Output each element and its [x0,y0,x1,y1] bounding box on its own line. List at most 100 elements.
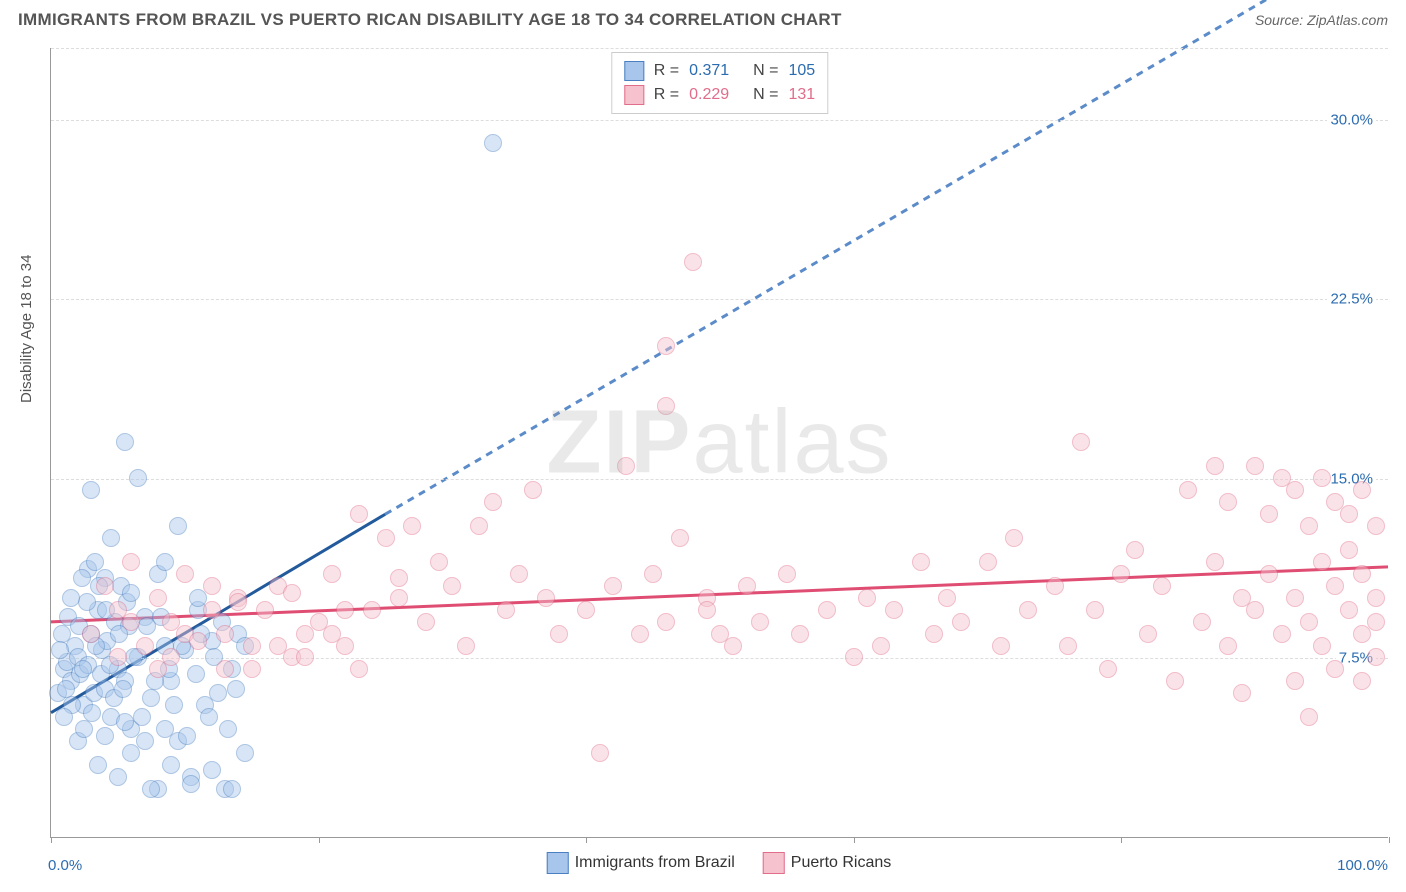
data-point [1086,601,1104,619]
data-point [169,517,187,535]
data-point [1367,517,1385,535]
data-point [1300,613,1318,631]
data-point [1206,553,1224,571]
data-point [657,397,675,415]
data-point [236,744,254,762]
data-point [390,589,408,607]
data-point [133,708,151,726]
data-point [912,553,930,571]
data-point [350,660,368,678]
data-point [122,584,140,602]
data-point [1340,541,1358,559]
data-point [122,613,140,631]
data-point [778,565,796,583]
data-point [156,553,174,571]
data-point [162,648,180,666]
source-attribution: Source: ZipAtlas.com [1255,12,1388,28]
data-point [671,529,689,547]
x-axis-label-right: 100.0% [1337,857,1388,874]
data-point [96,577,114,595]
data-point [430,553,448,571]
data-point [1072,433,1090,451]
data-point [83,704,101,722]
data-point [55,708,73,726]
data-point [1286,672,1304,690]
data-point [377,529,395,547]
data-point [604,577,622,595]
data-point [1286,481,1304,499]
series-legend-item: Puerto Ricans [763,852,892,874]
data-point [1313,469,1331,487]
x-axis-label-left: 0.0% [48,857,82,874]
data-point [1313,637,1331,655]
correlation-scatter-chart: ZIPatlas R =0.371N =105R =0.229N =131 7.… [50,48,1388,838]
data-point [1179,481,1197,499]
data-point [1286,589,1304,607]
data-point [216,660,234,678]
data-point [457,637,475,655]
data-point [1219,637,1237,655]
data-point [1300,517,1318,535]
gridline [51,658,1388,659]
data-point [1233,684,1251,702]
gridline [51,48,1388,49]
r-label: R = [654,83,679,107]
r-value: 0.229 [689,83,743,107]
legend-swatch [624,85,644,105]
data-point [1353,481,1371,499]
data-point [818,601,836,619]
data-point [510,565,528,583]
y-tick-label: 30.0% [1327,111,1376,128]
data-point [1367,648,1385,666]
data-point [75,720,93,738]
data-point [1193,613,1211,631]
data-point [1273,625,1291,643]
data-point [323,565,341,583]
data-point [1126,541,1144,559]
data-point [1353,565,1371,583]
data-point [724,637,742,655]
data-point [203,601,221,619]
series-label: Puerto Ricans [791,854,892,871]
data-point [1046,577,1064,595]
series-legend: Immigrants from BrazilPuerto Ricans [547,852,892,874]
data-point [390,569,408,587]
data-point [109,648,127,666]
data-point [223,780,241,798]
data-point [114,680,132,698]
data-point [62,589,80,607]
data-point [57,680,75,698]
trend-lines [51,48,1388,837]
data-point [51,641,69,659]
data-point [89,756,107,774]
stats-legend: R =0.371N =105R =0.229N =131 [611,52,828,114]
n-value: 131 [788,83,815,107]
data-point [1260,505,1278,523]
data-point [791,625,809,643]
data-point [200,708,218,726]
data-point [74,660,92,678]
data-point [283,584,301,602]
data-point [176,565,194,583]
data-point [350,505,368,523]
data-point [1112,565,1130,583]
data-point [96,727,114,745]
plot-area: ZIPatlas R =0.371N =105R =0.229N =131 7.… [50,48,1388,838]
data-point [1313,553,1331,571]
data-point [216,625,234,643]
data-point [1246,457,1264,475]
data-point [845,648,863,666]
data-point [657,613,675,631]
data-point [296,648,314,666]
x-tick [1389,837,1390,843]
data-point [363,601,381,619]
data-point [165,696,183,714]
data-point [1260,565,1278,583]
data-point [1353,672,1371,690]
data-point [925,625,943,643]
stat-legend-row: R =0.371N =105 [624,59,815,83]
data-point [182,775,200,793]
data-point [1367,613,1385,631]
n-value: 105 [788,59,815,83]
data-point [82,481,100,499]
